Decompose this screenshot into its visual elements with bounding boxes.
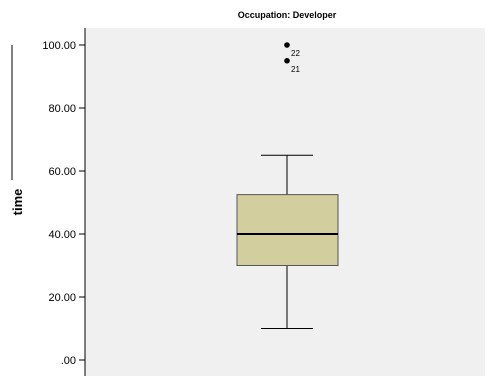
boxplot-group (236, 154, 339, 329)
y-tick-label: 40.00 (48, 229, 76, 241)
y-tick-label: 20.00 (48, 292, 76, 304)
outliers-group: 22 21 (284, 42, 300, 74)
outlier-label: 21 (291, 65, 300, 74)
iqr-box (236, 194, 339, 266)
y-tick-label: 80.00 (48, 103, 76, 115)
y-axis-label: time (10, 189, 25, 216)
y-axis-ticks: .00 20.00 40.00 60.00 80.00 100.00 (42, 40, 85, 367)
y-tick-label: 100.00 (42, 40, 76, 52)
outlier-point (284, 42, 290, 48)
y-tick-label: .00 (61, 355, 76, 367)
outlier-label: 22 (291, 49, 300, 58)
outlier-point (284, 57, 290, 64)
y-tick-label: 60.00 (48, 166, 76, 178)
chart-title: Occupation: Developer (238, 10, 337, 20)
